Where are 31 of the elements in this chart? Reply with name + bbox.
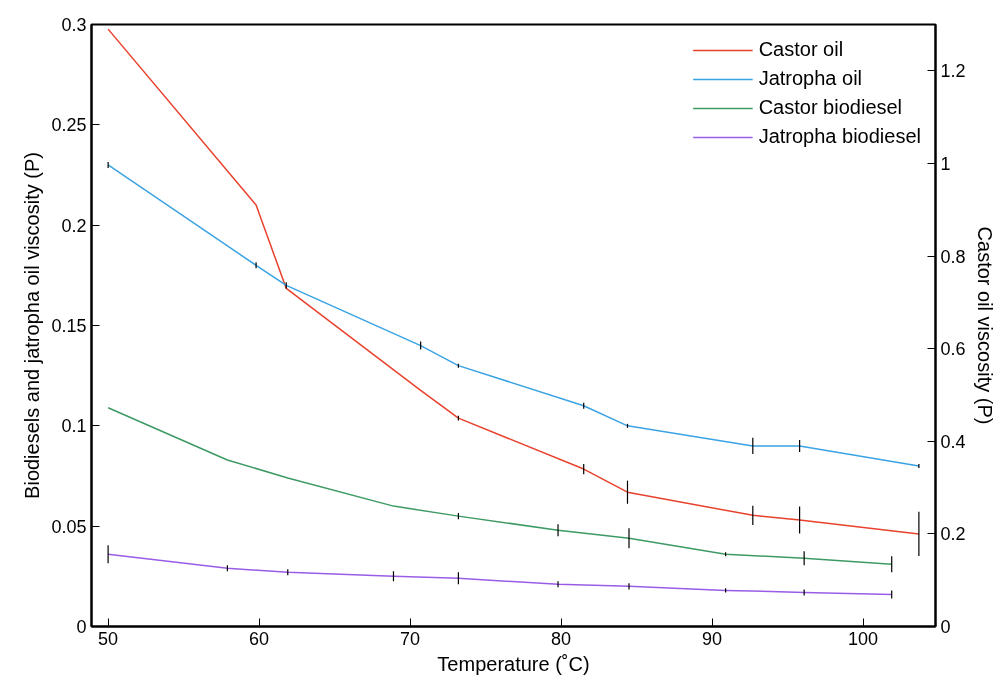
x-tick-label: 50 <box>98 628 119 649</box>
legend-label: Jatropha oil <box>758 67 863 90</box>
legend-label: Jatropha biodiesel <box>758 125 921 148</box>
y-axis-title: Biodiesels and jatropha oil viscosity (P) <box>21 152 44 499</box>
y-tick-label: 0.1 <box>61 416 87 437</box>
x-axis-title: Temperature (˚C) <box>437 652 590 675</box>
line-series <box>107 407 893 566</box>
y2-tick-label: 0.2 <box>940 524 966 545</box>
y2-axis-title: Castor oil viscosity (P) <box>973 226 996 425</box>
y2-tick-label: 1 <box>940 153 951 174</box>
x-tick-label: 80 <box>551 628 572 649</box>
y2-tick-label: 0.8 <box>940 246 966 267</box>
y-tick-label: 0 <box>76 617 87 637</box>
y2-tick-label: 0.4 <box>940 431 966 452</box>
y-tick-label: 0.15 <box>51 316 87 336</box>
y-tick-label: 0.3 <box>61 15 87 35</box>
y2-tick-label: 0.6 <box>940 339 966 360</box>
y-tick-label: 0.2 <box>61 215 87 236</box>
legend-label: Castor biodiesel <box>758 96 903 119</box>
y2-tick-label: 1.2 <box>940 61 966 82</box>
x-tick-label: 60 <box>249 628 270 649</box>
y2-tick-label: 0 <box>940 617 951 637</box>
x-tick-label: 90 <box>702 628 723 649</box>
y-tick-label: 0.05 <box>51 516 87 537</box>
line-series <box>107 553 893 596</box>
x-tick-label: 100 <box>848 628 879 649</box>
y-tick-label: 0.25 <box>51 115 87 136</box>
legend-label: Castor oil <box>758 38 844 61</box>
x-tick-label: 70 <box>400 628 421 649</box>
line-series <box>107 28 920 535</box>
line-series <box>107 164 920 467</box>
